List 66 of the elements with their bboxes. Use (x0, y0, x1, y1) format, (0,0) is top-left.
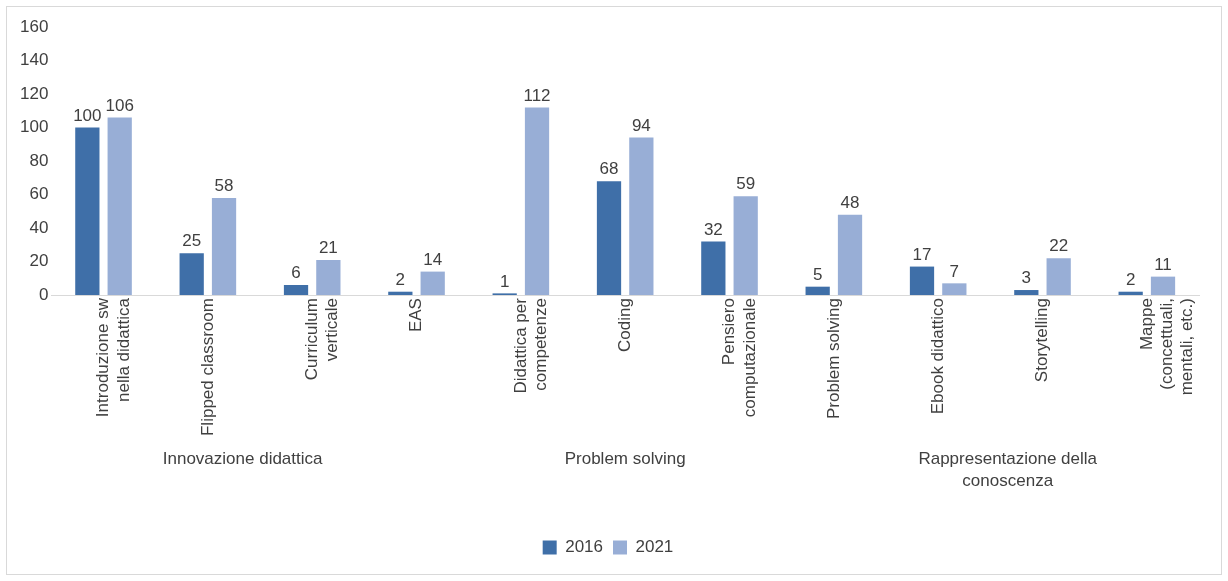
data-label: 11 (1154, 254, 1172, 274)
bar (1046, 258, 1071, 296)
x-tick-label: Problem solving (823, 298, 843, 420)
data-label: 17 (912, 244, 932, 264)
bar (942, 283, 967, 296)
x-tick-label: EAS (406, 298, 426, 333)
bar (1150, 276, 1176, 296)
x-tick-label: Coding (614, 298, 634, 352)
x-tick-label: Didattica per competenze (510, 297, 550, 394)
data-label: 32 (703, 219, 723, 239)
y-tick-label: 20 (29, 251, 49, 271)
data-label: 112 (523, 85, 551, 105)
text: Problem solving (564, 449, 686, 469)
data-label: 100 (73, 105, 102, 125)
data-label: 59 (736, 174, 756, 194)
bar (805, 286, 830, 296)
bar (701, 241, 726, 296)
data-label: 106 (105, 95, 134, 115)
y-tick-label: 160 (19, 16, 49, 36)
bar (420, 271, 445, 296)
bar (107, 117, 132, 296)
data-label: 6 (291, 263, 301, 283)
text: Innovazione didattica (162, 449, 324, 469)
x-tick-label: Storytelling (1032, 298, 1052, 383)
y-tick-label: 0 (38, 284, 49, 304)
bar (1014, 290, 1039, 296)
bar (316, 259, 341, 296)
legend-label: 2021 (635, 537, 674, 557)
legend-label: 2016 (565, 537, 604, 557)
x-tick-label: Ebook didattico (927, 298, 947, 415)
data-label: 2 (395, 269, 406, 289)
x-tick-label: Flipped classroom (197, 298, 217, 437)
x-tick-label: Mappe (concettuali, mentali, etc.) (1136, 298, 1197, 396)
bar (283, 285, 309, 296)
x-tick-label: Pensiero computazionale (719, 298, 759, 418)
data-label: 94 (631, 115, 651, 135)
data-label: 3 (1021, 268, 1032, 288)
data-label: 7 (949, 261, 960, 281)
data-label: 58 (214, 176, 234, 196)
data-label: 48 (840, 192, 860, 212)
data-label: 2 (1125, 269, 1136, 289)
bar (179, 253, 204, 296)
bar (524, 107, 550, 296)
y-tick-label: 100 (19, 117, 49, 137)
data-label: 22 (1049, 236, 1069, 256)
x-tick-label: Introduzione sw nella didattica (93, 297, 133, 418)
bar (596, 181, 622, 296)
bar (629, 137, 654, 296)
y-tick-label: 60 (29, 184, 49, 204)
data-label: 5 (812, 264, 823, 284)
data-label: 25 (182, 231, 202, 251)
data-label: 14 (423, 249, 443, 269)
y-tick-label: 80 (29, 150, 49, 170)
y-tick-label: 140 (19, 50, 49, 70)
text: Rappresentazione della conoscenza (918, 449, 1098, 491)
y-tick-label: 40 (29, 217, 49, 237)
bar (75, 127, 100, 296)
bar (211, 197, 237, 296)
data-label: 68 (599, 159, 619, 179)
y-tick-label: 120 (19, 83, 49, 103)
x-tick-label: Curriculum verticale (301, 298, 342, 381)
bar (909, 266, 935, 296)
data-label: 21 (318, 238, 338, 258)
bar (733, 196, 758, 296)
data-label: 1 (499, 271, 510, 291)
bar (837, 214, 863, 296)
